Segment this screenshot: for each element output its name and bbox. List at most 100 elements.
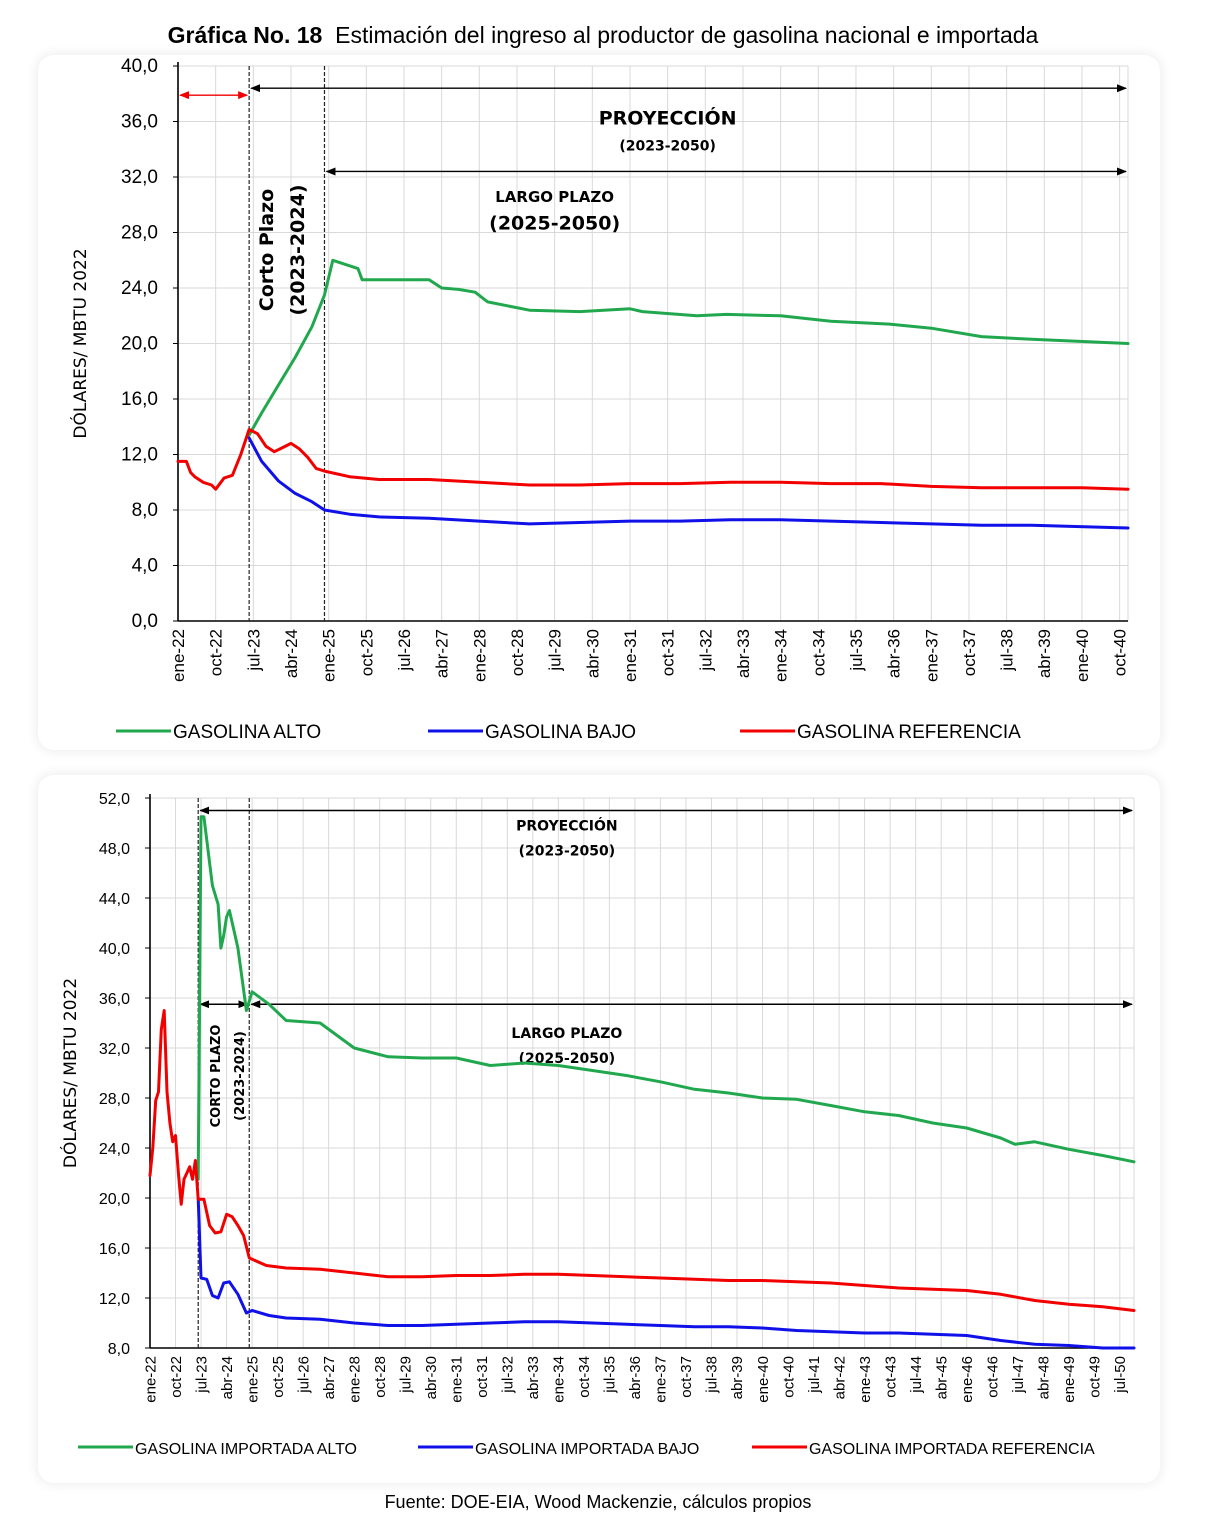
x-tick-label: oct-22 [168,1356,185,1398]
x-tick-label: jul-26 [295,1356,312,1394]
x-tick-label: oct-40 [1111,629,1130,676]
projection-title: PROYECCIÓN [599,105,737,129]
x-tick-label: jul-32 [696,629,715,672]
chart-imported-gasoline: 8,0 12,0 16,0 20,0 24,0 28,0 32,0 36,0 40,0 44,0 4… [59,791,1136,1458]
x-tick-label: jul-38 [998,629,1017,672]
y-tick-label: 0,0 [132,611,158,632]
x-tick-label: oct-34 [576,1356,593,1398]
x-tick-label: ene-37 [653,1356,670,1403]
x-tick-label: oct-25 [270,1356,287,1398]
legend-label: GASOLINA IMPORTADA REFERENCIA [809,1441,1095,1458]
x-tick-label: abr-39 [729,1356,746,1399]
x-tick-label: ene-31 [621,629,640,682]
x-tick-label: ene-43 [857,1356,874,1403]
x-tick-label: ene-28 [346,1356,363,1403]
page-title: Gráfica No. 18 Estimación del ingreso al… [0,22,1206,49]
x-tick-label: oct-34 [809,629,828,676]
x-tick-label: abr-36 [627,1356,644,1399]
x-tick-label: jul-23 [244,629,263,672]
x-tick-label: jul-26 [395,629,414,672]
y-tick-label: 16,0 [99,1241,130,1258]
chart-national-gasoline: 0,0 4,0 8,0 12,0 16,0 20,0 24,0 28,0 32,0 36,0 40,… [69,56,1130,743]
x-tick-label: abr-33 [734,629,753,678]
legend-label: GASOLINA IMPORTADA ALTO [135,1441,357,1458]
x-tick-label: ene-46 [959,1356,976,1403]
long-term-years: (2025-2050) [489,213,620,235]
x-tick-label: oct-37 [960,629,979,676]
x-tick-label: abr-42 [831,1356,848,1399]
short-term-title: Corto Plazo [256,189,278,312]
x-tick-label: ene-34 [772,629,791,682]
x-tick-label: jul-35 [602,1356,619,1394]
x-tick-label: abr-36 [885,629,904,678]
y-tick-label: 28,0 [99,1091,130,1108]
y-tick-label: 8,0 [132,500,158,521]
x-tick-label: jul-29 [546,629,565,672]
x-tick-label: oct-31 [474,1356,491,1398]
y-tick-label: 52,0 [99,791,130,808]
y-tick-label: 12,0 [99,1291,130,1308]
projection-years: (2023-2050) [519,844,616,860]
y-tick-label: 4,0 [132,556,158,577]
x-tick-label: oct-25 [357,629,376,676]
x-tick-label: abr-33 [525,1356,542,1399]
x-tick-label: oct-28 [372,1356,389,1398]
figure-caption: Estimación del ingreso al productor de g… [335,22,1039,48]
x-tick-label: jul-23 [193,1356,210,1394]
x-tick-label: oct-43 [882,1356,899,1398]
projection-years: (2023-2050) [619,139,716,155]
x-tick-label: oct-49 [1087,1356,1104,1398]
legend-label: GASOLINA REFERENCIA [797,722,1021,743]
y-tick-label: 24,0 [99,1141,130,1158]
y-tick-label: 44,0 [99,891,130,908]
series-line-high [196,815,1136,1181]
short-term-title: CORTO PLAZO [209,1025,224,1128]
x-tick-label: abr-24 [219,1356,236,1399]
x-tick-label: ene-31 [449,1356,466,1403]
y-tick-label: 20,0 [99,1191,130,1208]
series-line-high [247,258,1130,437]
x-tick-label: abr-27 [321,1356,338,1399]
x-tick-label: abr-30 [583,629,602,678]
x-tick-label: abr-24 [282,629,301,678]
long-term-title: LARGO PLAZO [495,188,614,206]
y-tick-label: 24,0 [121,278,158,299]
series-line-reference [148,1009,1136,1312]
y-tick-label: 28,0 [121,223,158,244]
y-tick-label: 20,0 [121,334,158,355]
figure-number: Gráfica No. 18 [167,22,323,48]
x-tick-label: jul-29 [397,1356,414,1394]
x-tick-label: abr-48 [1036,1356,1053,1399]
x-tick-label: abr-27 [433,629,452,678]
x-tick-label: oct-22 [207,629,226,676]
x-tick-label: ene-40 [1073,629,1092,682]
y-tick-label: 8,0 [108,1341,130,1358]
x-tick-label: ene-40 [755,1356,772,1403]
x-tick-label: oct-40 [780,1356,797,1398]
y-tick-label: 40,0 [99,941,130,958]
x-tick-label: ene-25 [244,1356,261,1403]
legend-label: GASOLINA ALTO [173,722,321,743]
long-term-title: LARGO PLAZO [511,1026,622,1042]
y-tick-label: 16,0 [121,389,158,410]
x-tick-label: ene-34 [551,1356,568,1403]
y-tick-label: 48,0 [99,841,130,858]
x-tick-label: jul-47 [1010,1356,1027,1394]
x-tick-label: ene-37 [922,629,941,682]
x-tick-label: oct-37 [678,1356,695,1398]
x-tick-label: abr-39 [1035,629,1054,678]
y-tick-label: 36,0 [121,112,158,133]
x-tick-label: abr-30 [423,1356,440,1399]
series-line-low [247,436,1130,530]
x-tick-label: oct-31 [659,629,678,676]
y-tick-label: 32,0 [99,1041,130,1058]
x-tick-label: ene-22 [169,629,188,682]
x-tick-label: jul-32 [500,1356,517,1394]
x-tick-label: ene-49 [1061,1356,1078,1403]
x-tick-label: jul-44 [908,1356,925,1394]
x-tick-label: jul-41 [806,1356,823,1394]
y-axis-title: DÓLARES/ MBTU 2022 [59,978,81,1168]
series-line-reference [176,428,1130,491]
legend-label: GASOLINA IMPORTADA BAJO [475,1441,699,1458]
x-tick-label: ene-25 [320,629,339,682]
